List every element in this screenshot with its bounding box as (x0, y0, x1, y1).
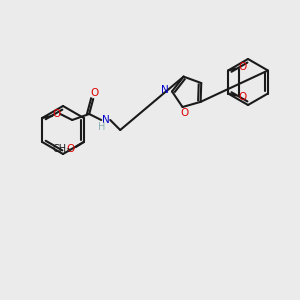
Text: O: O (238, 62, 246, 73)
Text: O: O (67, 144, 75, 154)
Text: O: O (52, 109, 60, 119)
Text: CH₃: CH₃ (53, 144, 71, 154)
Text: O: O (238, 92, 246, 101)
Text: N: N (102, 115, 110, 125)
Text: H: H (98, 122, 105, 132)
Text: O: O (180, 108, 189, 118)
Text: O: O (90, 88, 98, 98)
Text: N: N (161, 85, 169, 95)
